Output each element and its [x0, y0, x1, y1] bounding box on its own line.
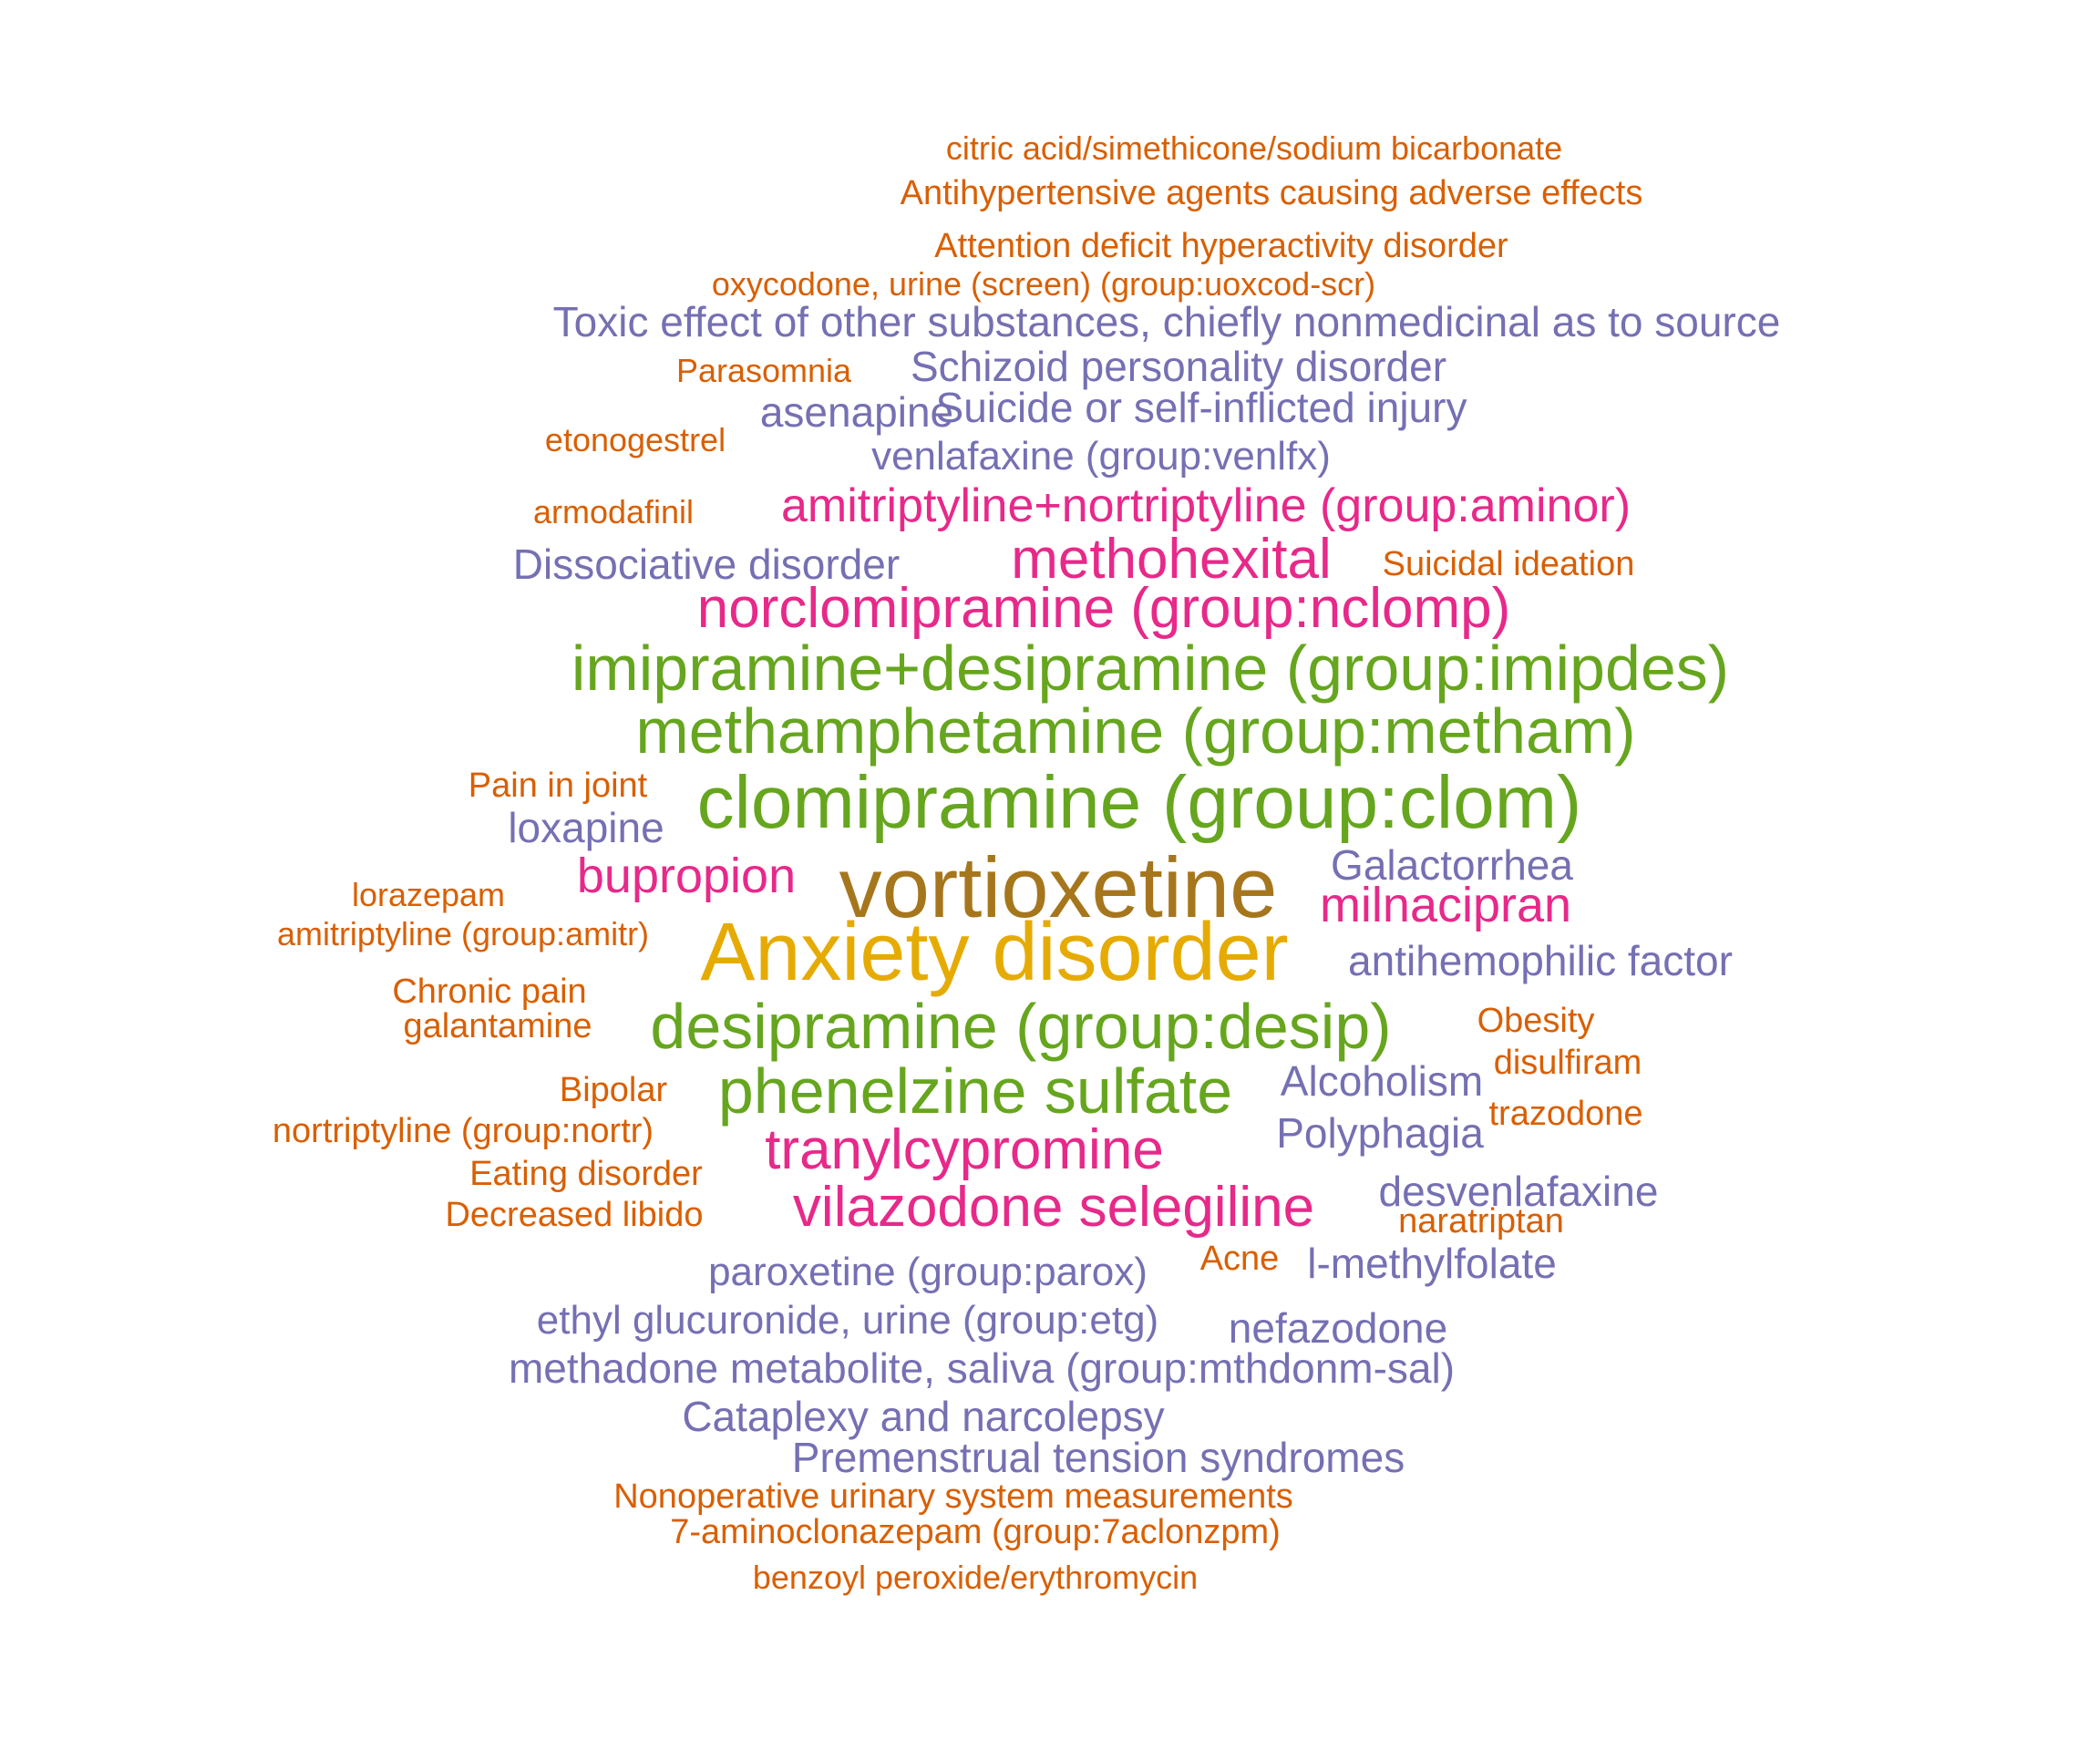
word: Decreased libido — [445, 1196, 704, 1234]
word: milnacipran — [1319, 878, 1572, 932]
word: etonogestrel — [544, 421, 726, 458]
word: l-methylfolate — [1307, 1240, 1557, 1287]
word: Premenstrual tension syndromes — [791, 1434, 1405, 1481]
word: Cataplexy and narcolepsy — [682, 1393, 1165, 1440]
word: Chronic pain — [392, 973, 587, 1011]
word: loxapine — [508, 804, 664, 851]
word: Pain in joint — [468, 767, 648, 805]
word: lorazepam — [351, 876, 506, 913]
word: vilazodone selegiline — [792, 1176, 1315, 1239]
word: Bipolar — [559, 1071, 668, 1109]
word: Nonoperative urinary system measurements — [613, 1477, 1293, 1516]
word: ethyl glucuronide, urine (group:etg) — [536, 1298, 1159, 1343]
word: armodafinil — [532, 493, 695, 530]
word: nortriptyline (group:nortr) — [272, 1112, 654, 1150]
word: Schizoid personality disorder — [910, 343, 1447, 390]
word: clomipramine (group:clom) — [696, 761, 1582, 844]
word: Dissociative disorder — [512, 540, 901, 588]
word: methamphetamine (group:metham) — [635, 695, 1636, 767]
word: bupropion — [576, 849, 797, 903]
word: 7-aminoclonazepam (group:7aclonzpm) — [670, 1513, 1281, 1551]
word: antihemophilic factor — [1348, 937, 1733, 984]
word: desvenlafaxine — [1378, 1168, 1659, 1215]
word: Obesity — [1477, 1002, 1595, 1040]
word: Galactorrhea — [1331, 841, 1573, 889]
word: methohexital — [1011, 528, 1332, 591]
word: amitriptyline+nortriptyline (group:amino… — [780, 479, 1632, 532]
word: Parasomnia — [675, 352, 852, 389]
word: nefazodone — [1228, 1304, 1448, 1352]
word: Suicide or self-inflicted injury — [935, 384, 1467, 431]
word: paroxetine (group:parox) — [708, 1250, 1148, 1294]
word: Alcoholism — [1280, 1057, 1484, 1105]
word: Attention deficit hyperactivity disorder — [934, 227, 1508, 265]
word: oxycodone, urine (screen) (group:uoxcod-… — [711, 265, 1376, 303]
word: Anxiety disorder — [700, 907, 1289, 998]
word: desipramine (group:desip) — [650, 991, 1392, 1062]
word: methadone metabolite, saliva (group:mthd… — [508, 1344, 1456, 1392]
word: Antihypertensive agents causing adverse … — [900, 174, 1643, 212]
word: galantamine — [403, 1007, 592, 1045]
word: norclomipramine (group:nclomp) — [696, 577, 1511, 640]
word: Suicidal ideation — [1382, 545, 1635, 583]
word: vortioxetine — [839, 839, 1278, 935]
word: disulfiram — [1493, 1044, 1642, 1082]
word: venlafaxine (group:venlfx) — [871, 434, 1331, 479]
word: naratriptan — [1398, 1202, 1564, 1240]
word: imipramine+desipramine (group:imipdes) — [571, 633, 1730, 704]
word: benzoyl peroxide/erythromycin — [752, 1559, 1199, 1596]
word: Eating disorder — [469, 1155, 703, 1193]
word: Polyphagia — [1276, 1109, 1484, 1157]
word: asenapine — [759, 388, 954, 436]
word: phenelzine sulfate — [717, 1055, 1233, 1127]
word: tranylcypromine — [765, 1118, 1164, 1181]
word: amitriptyline (group:amitr) — [276, 915, 650, 952]
word: Toxic effect of other substances, chiefl… — [552, 298, 1781, 345]
word: trazodone — [1488, 1095, 1643, 1133]
word: citric acid/simethicone/sodium bicarbona… — [945, 129, 1563, 167]
word: Acne — [1199, 1240, 1280, 1278]
